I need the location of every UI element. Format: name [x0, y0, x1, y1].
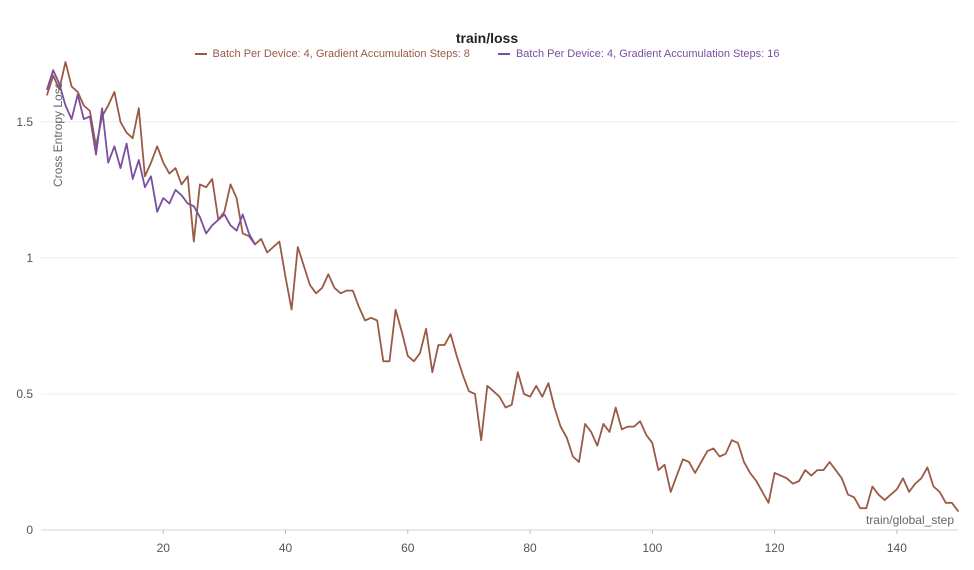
legend-swatch-series-1: [194, 53, 207, 55]
legend-item-series-1[interactable]: Batch Per Device: 4, Gradient Accumulati…: [194, 48, 470, 60]
chart-title: train/loss: [455, 30, 519, 46]
x-axis: 20 40 60 80 100 120 140: [157, 530, 907, 555]
grid-lines: [41, 121, 958, 531]
legend-item-series-2[interactable]: Batch Per Device: 4, Gradient Accumulati…: [497, 48, 780, 60]
series-line-2[interactable]: [46, 69, 256, 246]
legend-label-series-2: Batch Per Device: 4, Gradient Accumulati…: [515, 48, 780, 60]
y-axis-label: Cross Entropy Loss: [51, 82, 65, 187]
x-tick-label: 20: [157, 541, 171, 555]
x-tick-label: 140: [887, 541, 907, 555]
x-tick-label: 60: [401, 541, 415, 555]
y-tick-label: 1: [26, 251, 33, 265]
y-tick-label: 1.5: [16, 115, 33, 129]
x-tick-label: 40: [279, 541, 293, 555]
y-tick-label: 0: [26, 523, 33, 537]
legend-label-series-1: Batch Per Device: 4, Gradient Accumulati…: [212, 48, 470, 60]
legend: Batch Per Device: 4, Gradient Accumulati…: [0, 48, 974, 60]
y-axis: 0 0.5 1 1.5: [16, 115, 33, 537]
series-line-1[interactable]: [46, 61, 959, 512]
x-tick-label: 80: [523, 541, 537, 555]
series-lines: [46, 61, 959, 512]
x-tick-label: 100: [642, 541, 662, 555]
x-tick-label: 120: [765, 541, 785, 555]
y-tick-label: 0.5: [16, 387, 33, 401]
x-axis-label: train/global_step: [866, 513, 954, 527]
legend-swatch-series-2: [497, 53, 510, 55]
